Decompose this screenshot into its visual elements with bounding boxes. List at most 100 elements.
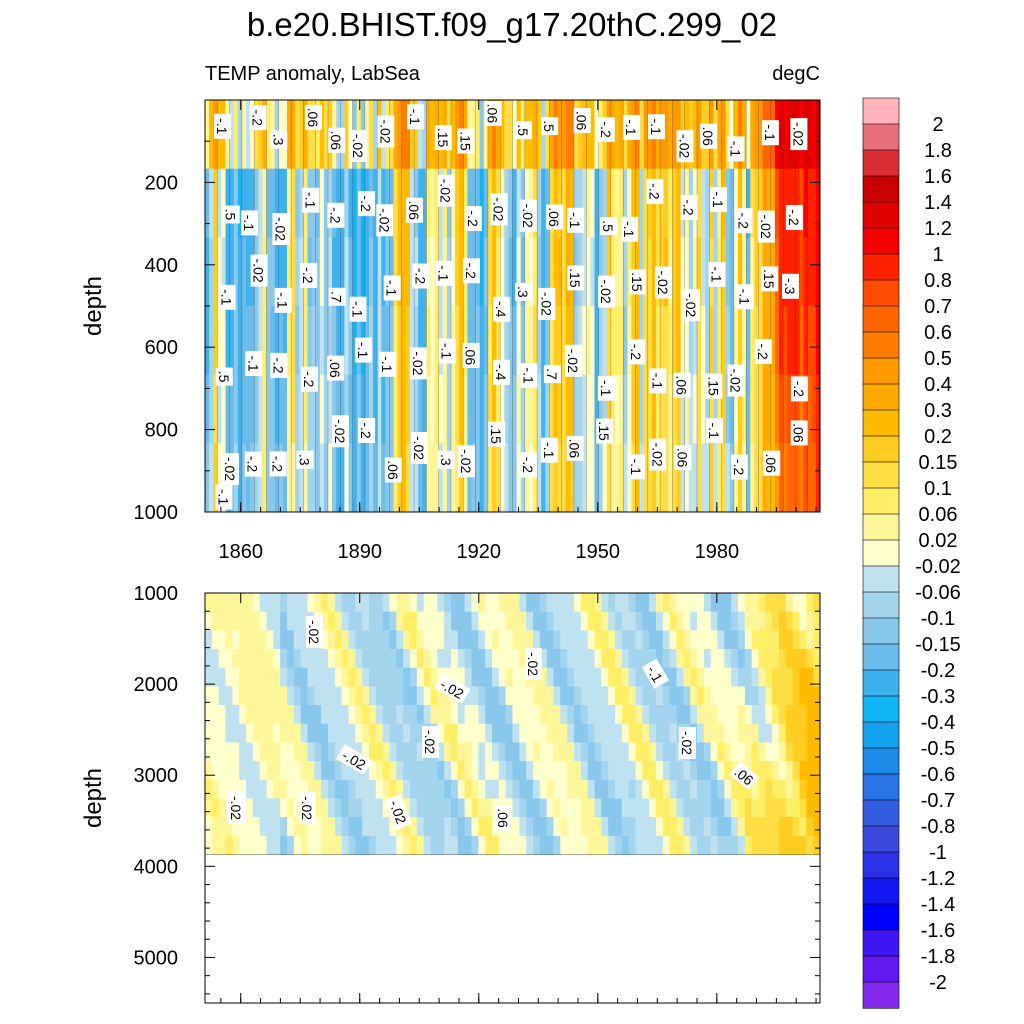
upper-cell bbox=[496, 100, 501, 170]
contour-label-bg bbox=[214, 113, 232, 139]
lower-cell bbox=[621, 611, 630, 631]
upper-cell bbox=[815, 237, 820, 307]
lower-cell bbox=[553, 649, 561, 669]
contour-label-bg bbox=[269, 451, 287, 477]
chart-subtitle: TEMP anomaly, LabSea bbox=[205, 63, 421, 85]
lower-cell bbox=[498, 667, 507, 687]
upper-cell bbox=[471, 443, 477, 512]
lower-cell bbox=[355, 723, 363, 744]
lower-cell bbox=[457, 817, 466, 837]
lower-cell bbox=[649, 742, 657, 762]
lower-cell bbox=[341, 761, 350, 781]
lower-cell bbox=[403, 611, 411, 631]
lower-cell bbox=[307, 761, 315, 781]
upper-cell bbox=[205, 168, 210, 239]
upper-cell bbox=[397, 168, 403, 239]
upper-cell bbox=[606, 374, 612, 445]
contour-label-bg bbox=[541, 117, 559, 136]
lower-cell bbox=[724, 742, 732, 762]
contour-label: -.02 bbox=[222, 453, 239, 485]
contour-label-text: -.2 bbox=[270, 456, 286, 473]
lower-cell bbox=[669, 761, 678, 781]
lower-cell bbox=[717, 630, 725, 650]
upper-cell bbox=[442, 374, 448, 445]
upper-cell bbox=[668, 168, 673, 239]
lower-cell bbox=[389, 742, 397, 762]
lower-cell bbox=[341, 723, 350, 744]
upper-cell bbox=[303, 306, 309, 376]
lower-cell bbox=[779, 798, 787, 818]
upper-cell bbox=[512, 306, 518, 376]
upper-cell bbox=[557, 374, 563, 445]
upper-cell bbox=[721, 443, 727, 512]
lower-cell bbox=[703, 742, 712, 762]
contour-label-text: .15 bbox=[629, 272, 645, 292]
upper-cell bbox=[524, 443, 530, 512]
lower-cell bbox=[560, 798, 568, 818]
lower-cell bbox=[560, 630, 568, 650]
upper-cell bbox=[738, 306, 743, 376]
lower-cell bbox=[710, 761, 719, 781]
lower-cell bbox=[724, 817, 732, 837]
lower-cell bbox=[389, 835, 397, 856]
lower-cell bbox=[314, 742, 322, 762]
lower-cell bbox=[744, 611, 753, 631]
upper-cell bbox=[455, 306, 460, 376]
lower-cell bbox=[738, 723, 746, 744]
lower-cell bbox=[403, 705, 411, 725]
lower-cell bbox=[615, 611, 623, 631]
upper-cell bbox=[262, 443, 268, 512]
lower-cell bbox=[410, 798, 418, 818]
upper-cell bbox=[516, 374, 522, 445]
contour-label-text: .06 bbox=[791, 423, 807, 443]
contour-label: -.02 bbox=[538, 287, 556, 320]
lower-cell bbox=[273, 649, 281, 669]
upper-cell bbox=[401, 306, 407, 376]
lower-cell bbox=[246, 705, 254, 725]
lower-cell bbox=[758, 798, 766, 818]
lower-cell bbox=[444, 630, 452, 650]
upper-cell bbox=[323, 237, 329, 307]
upper-cell bbox=[520, 443, 526, 512]
lower-cell bbox=[806, 611, 814, 631]
contour-label: .7 bbox=[543, 365, 561, 384]
lower-cell bbox=[758, 593, 766, 613]
lower-cell bbox=[259, 835, 268, 856]
lower-cell bbox=[369, 593, 377, 613]
lower-cell bbox=[601, 798, 609, 818]
lower-cell bbox=[205, 611, 213, 631]
lower-cell bbox=[731, 705, 739, 725]
lower-cell bbox=[717, 835, 725, 856]
lower-cell bbox=[792, 742, 801, 762]
upper-cell bbox=[738, 168, 743, 239]
lower-cell bbox=[389, 649, 397, 669]
lower-cell bbox=[314, 835, 322, 856]
lower-cell bbox=[444, 611, 452, 631]
contour-label: -.1 bbox=[241, 210, 258, 236]
upper-cell bbox=[815, 443, 820, 512]
upper-cell bbox=[762, 374, 768, 445]
contour-label-bg bbox=[437, 174, 455, 207]
lower-cell bbox=[444, 705, 452, 725]
lower-cell bbox=[362, 667, 370, 687]
lower-cell bbox=[321, 593, 329, 613]
lower-cell bbox=[703, 593, 712, 613]
contour-label-bg bbox=[729, 761, 760, 791]
lower-cell bbox=[273, 667, 281, 687]
upper-cell bbox=[787, 374, 792, 445]
lower-cell bbox=[334, 742, 343, 762]
lower-cell bbox=[587, 667, 596, 687]
lower-cell bbox=[341, 611, 350, 631]
contour-label: -.2 bbox=[249, 105, 267, 131]
upper-cell bbox=[709, 443, 714, 512]
upper-cell bbox=[332, 443, 337, 512]
upper-cell bbox=[496, 374, 501, 445]
upper-cell bbox=[315, 443, 321, 512]
contour-label-text: -.1 bbox=[621, 221, 637, 238]
contour-label: -.2 bbox=[244, 451, 262, 477]
lower-cell bbox=[218, 705, 227, 725]
upper-cell bbox=[512, 443, 518, 512]
upper-cell bbox=[610, 168, 616, 239]
upper-cell bbox=[508, 100, 514, 170]
lower-cell bbox=[246, 649, 254, 669]
